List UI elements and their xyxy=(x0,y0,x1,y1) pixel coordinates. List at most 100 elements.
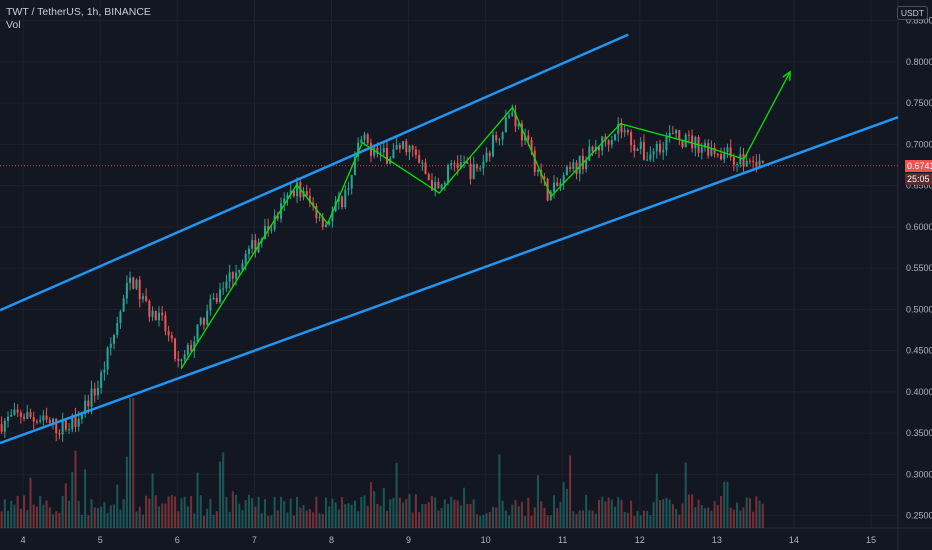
candle-body xyxy=(533,150,536,172)
candle-body xyxy=(206,310,209,325)
volume-bar xyxy=(447,503,450,528)
candle-body xyxy=(508,115,511,118)
volume-bar xyxy=(61,496,64,528)
candle-body xyxy=(296,182,299,197)
time-tick-label: 12 xyxy=(635,535,645,545)
volume-bar xyxy=(167,496,170,528)
candle-body xyxy=(392,149,395,159)
candle-body xyxy=(84,400,87,414)
price-tick-label: 0.5500 xyxy=(906,263,932,273)
volume-bar xyxy=(193,513,196,528)
volume-bar xyxy=(620,500,623,528)
volume-bar xyxy=(687,494,690,528)
volume-bar xyxy=(32,504,35,528)
volume-bar xyxy=(263,499,266,528)
volume-bar xyxy=(321,513,324,528)
volume-bar xyxy=(45,500,48,528)
volume-bar xyxy=(549,515,552,528)
candle-body xyxy=(626,130,629,133)
price-tick-label: 0.3000 xyxy=(906,469,932,479)
candle-body xyxy=(402,141,405,149)
candle-body xyxy=(186,344,189,355)
volume-bar xyxy=(222,452,225,528)
volume-bar xyxy=(170,494,173,528)
volume-bar xyxy=(363,495,366,528)
volume-bar xyxy=(626,512,629,528)
candle-body xyxy=(77,418,80,427)
volume-bar xyxy=(588,510,591,528)
volume-bar xyxy=(527,497,530,528)
volume-bar xyxy=(84,469,87,528)
volume-bar xyxy=(703,508,706,528)
candle-body xyxy=(543,176,546,179)
volume-bar xyxy=(324,497,327,528)
candle-body xyxy=(671,132,674,134)
candle-body xyxy=(530,139,533,151)
volume-bar xyxy=(418,512,421,528)
time-tick-label: 9 xyxy=(406,535,411,545)
candle-body xyxy=(344,189,347,208)
volume-bar xyxy=(77,501,80,528)
candle-body xyxy=(636,149,639,151)
volume-bar xyxy=(665,497,668,528)
volume-bar xyxy=(633,515,636,528)
candle-body xyxy=(707,143,710,156)
volume-bar xyxy=(607,497,610,528)
volume-bar xyxy=(228,511,231,528)
candle-body xyxy=(119,311,122,324)
volume-bar xyxy=(745,497,748,528)
volume-bar xyxy=(739,510,742,528)
candle-body xyxy=(209,299,212,311)
candle-body xyxy=(553,182,556,192)
volume-bar xyxy=(395,462,398,528)
volume-bar xyxy=(697,499,700,528)
volume-bar xyxy=(430,495,433,528)
candle-body xyxy=(620,123,623,133)
candle-body xyxy=(453,163,456,165)
volume-bar xyxy=(668,499,671,528)
candle-body xyxy=(228,272,231,282)
candle-body xyxy=(491,135,495,157)
candle-body xyxy=(51,418,54,423)
candle-body xyxy=(64,420,67,430)
volume-bar xyxy=(752,511,755,528)
candle-body xyxy=(485,152,488,162)
volume-bar xyxy=(366,506,369,528)
candle-body xyxy=(68,429,71,431)
currency-button[interactable]: USDT xyxy=(896,6,928,20)
candle-body xyxy=(511,112,514,116)
volume-bar xyxy=(151,473,154,528)
candle-body xyxy=(617,123,620,135)
volume-bar xyxy=(646,510,649,528)
volume-bar xyxy=(565,488,568,528)
volume-bar xyxy=(106,513,109,528)
volume-bar xyxy=(58,512,61,528)
volume-bar xyxy=(283,500,286,528)
volume-indicator-label: Vol xyxy=(6,19,21,31)
candle-body xyxy=(58,433,61,435)
volume-bar xyxy=(231,491,234,528)
candle-body xyxy=(466,161,469,164)
volume-bar xyxy=(64,483,67,528)
volume-bar xyxy=(617,497,620,528)
candle-body xyxy=(321,217,324,227)
candle-body xyxy=(408,146,411,153)
candle-body xyxy=(360,139,363,143)
volume-bar xyxy=(597,499,600,528)
candle-body xyxy=(132,277,135,289)
price-tick-label: 0.8500 xyxy=(906,16,932,26)
volume-bar xyxy=(369,482,372,528)
volume-bar xyxy=(154,495,157,528)
volume-bar xyxy=(681,503,684,528)
candle-body xyxy=(726,147,729,152)
candle-body xyxy=(151,310,154,317)
volume-bar xyxy=(39,496,42,528)
time-tick-label: 8 xyxy=(329,535,334,545)
candle-body xyxy=(103,369,106,373)
candle-body xyxy=(308,195,311,203)
candle-body xyxy=(141,296,144,300)
candle-body xyxy=(48,419,51,423)
volume-bar xyxy=(257,496,260,528)
candle-body xyxy=(324,224,327,227)
